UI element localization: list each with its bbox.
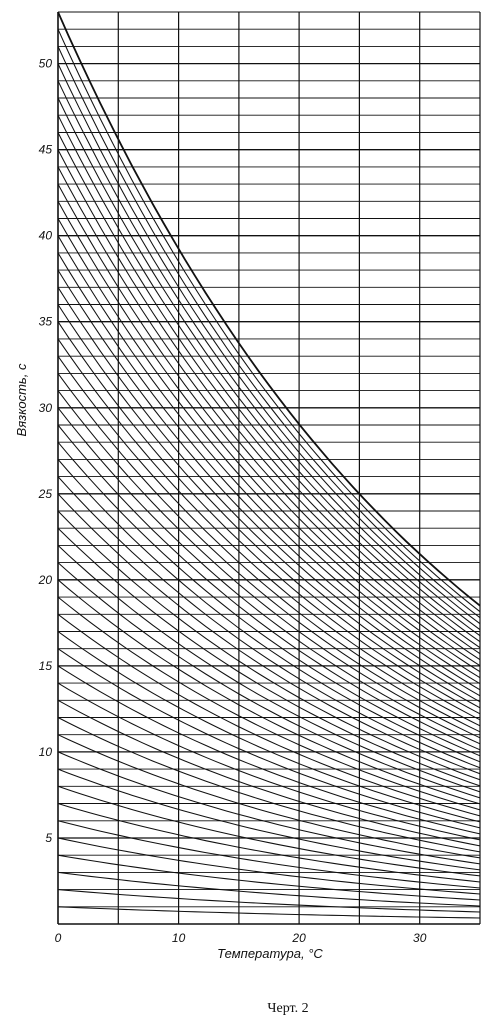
viscosity-curve bbox=[57, 218, 481, 679]
viscosity-curve bbox=[57, 355, 481, 727]
x-tick-label: 0 bbox=[55, 931, 62, 945]
viscosity-curve bbox=[57, 28, 481, 613]
viscosity-curve bbox=[57, 269, 481, 697]
viscosity-curve bbox=[57, 441, 481, 757]
viscosity-curve bbox=[57, 321, 481, 715]
viscosity-curve bbox=[57, 596, 481, 811]
y-tick-label: 45 bbox=[39, 143, 53, 157]
viscosity-curve bbox=[57, 183, 481, 667]
viscosity-curve bbox=[57, 871, 481, 907]
viscosity-curve bbox=[57, 648, 481, 829]
envelope-curve bbox=[57, 11, 481, 607]
y-tick-label: 20 bbox=[38, 573, 53, 587]
viscosity-curve bbox=[57, 545, 481, 793]
viscosity-curve bbox=[57, 459, 481, 763]
viscosity-curve bbox=[57, 837, 481, 895]
x-tick-label: 30 bbox=[413, 931, 427, 945]
viscosity-curve bbox=[57, 768, 481, 871]
y-tick-label: 35 bbox=[39, 315, 53, 329]
viscosity-curve bbox=[57, 46, 481, 619]
x-axis-label: Температура, °С bbox=[217, 946, 323, 961]
curve-family bbox=[57, 11, 481, 919]
viscosity-curve bbox=[57, 579, 481, 805]
viscosity-curve bbox=[57, 889, 481, 913]
x-tick-label: 10 bbox=[172, 931, 186, 945]
viscosity-curve bbox=[57, 149, 481, 655]
viscosity-curve bbox=[57, 132, 481, 649]
viscosity-curve bbox=[57, 338, 481, 721]
viscosity-curve bbox=[57, 613, 481, 817]
viscosity-curve bbox=[57, 476, 481, 769]
viscosity-curve bbox=[57, 906, 481, 919]
viscosity-curve bbox=[57, 820, 481, 889]
viscosity-curve bbox=[57, 373, 481, 733]
viscosity-curve bbox=[57, 665, 481, 835]
viscosity-curve bbox=[57, 63, 481, 625]
y-axis-label: Вязкость, с bbox=[14, 363, 29, 436]
viscosity-curve bbox=[57, 235, 481, 685]
x-tick-labels: 0 10 20 30 bbox=[55, 931, 427, 945]
viscosity-curve bbox=[57, 527, 481, 787]
viscosity-curve bbox=[57, 510, 481, 781]
viscosity-curve bbox=[57, 424, 481, 751]
viscosity-curve bbox=[57, 631, 481, 823]
viscosity-curve bbox=[57, 802, 481, 883]
viscosity-curve bbox=[57, 287, 481, 703]
viscosity-curve bbox=[57, 734, 481, 859]
y-tick-label: 40 bbox=[39, 229, 53, 243]
viscosity-curve bbox=[57, 166, 481, 661]
axes bbox=[57, 12, 480, 925]
viscosity-curve bbox=[57, 304, 481, 709]
viscosity-curve bbox=[57, 80, 481, 631]
figure-caption: Черт. 2 bbox=[267, 1001, 308, 1016]
y-tick-label: 30 bbox=[39, 401, 53, 415]
viscosity-curve bbox=[57, 717, 481, 853]
y-tick-labels: 5 10 15 20 25 30 35 40 45 50 bbox=[38, 57, 53, 845]
viscosity-curve bbox=[57, 854, 481, 901]
y-tick-label: 5 bbox=[45, 831, 52, 845]
viscosity-curve bbox=[57, 751, 481, 865]
viscosity-curve bbox=[57, 390, 481, 739]
viscosity-curve bbox=[57, 785, 481, 877]
viscosity-curve bbox=[57, 493, 481, 775]
x-tick-label: 20 bbox=[291, 931, 306, 945]
viscosity-curve bbox=[57, 562, 481, 799]
viscosity-curve bbox=[57, 201, 481, 673]
y-tick-label: 15 bbox=[39, 659, 53, 673]
viscosity-curve bbox=[57, 114, 481, 643]
viscosity-curve bbox=[57, 407, 481, 745]
y-tick-label: 10 bbox=[39, 745, 53, 759]
viscosity-curve bbox=[57, 682, 481, 841]
viscosity-curve bbox=[57, 699, 481, 847]
y-tick-label: 50 bbox=[39, 57, 53, 71]
viscosity-curve bbox=[57, 252, 481, 691]
viscosity-curve bbox=[57, 97, 481, 637]
y-tick-label: 25 bbox=[38, 487, 53, 501]
